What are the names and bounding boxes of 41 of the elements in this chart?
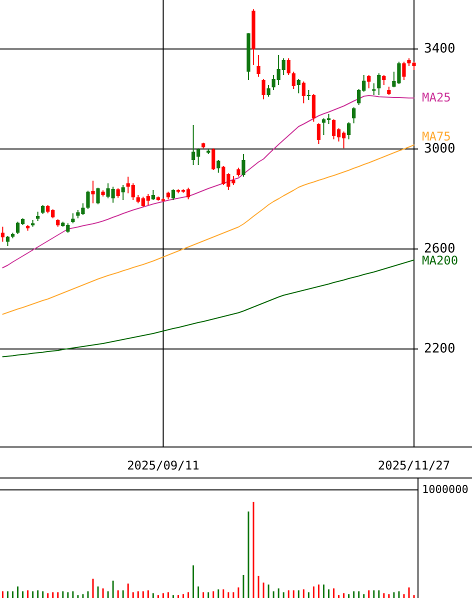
y-tick-label: 3000 bbox=[424, 142, 456, 157]
candlestick bbox=[6, 236, 10, 246]
candlestick bbox=[36, 211, 40, 222]
candlestick bbox=[96, 187, 100, 205]
candlestick bbox=[352, 106, 356, 124]
candlestick bbox=[212, 148, 216, 170]
candlestick bbox=[262, 78, 266, 100]
line-series bbox=[2, 260, 414, 358]
candlestick bbox=[377, 72, 381, 96]
candlestick bbox=[302, 81, 306, 104]
y-tick-label: 3400 bbox=[424, 42, 456, 57]
candlestick bbox=[402, 61, 406, 80]
x-tick-label: 2025/09/11 bbox=[127, 458, 200, 472]
x-tick-label: 2025/11/27 bbox=[378, 458, 450, 472]
candlestick bbox=[316, 122, 320, 144]
candlestick bbox=[242, 154, 246, 178]
y-tick-label: 2200 bbox=[424, 342, 456, 357]
series-label: MA25 bbox=[422, 90, 451, 104]
candlestick bbox=[91, 180, 95, 204]
candlestick bbox=[266, 84, 270, 98]
text: 1000000 bbox=[422, 482, 468, 496]
candlestick bbox=[116, 188, 120, 198]
candlestick bbox=[312, 94, 316, 122]
candlestick bbox=[286, 58, 290, 76]
candlestick bbox=[367, 74, 371, 89]
series-label: MA75 bbox=[422, 129, 451, 144]
candlestick bbox=[346, 122, 351, 140]
line-series bbox=[2, 144, 414, 315]
candlestick bbox=[372, 82, 376, 96]
candlestick bbox=[306, 90, 310, 100]
candlestick bbox=[171, 188, 176, 200]
line-series bbox=[2, 95, 414, 268]
candlestick bbox=[0, 226, 4, 242]
candlestick bbox=[382, 74, 386, 86]
candlestick bbox=[86, 190, 90, 210]
candlestick bbox=[296, 78, 300, 94]
candlestick bbox=[256, 54, 260, 78]
candlestick bbox=[292, 71, 296, 90]
candlestick bbox=[151, 190, 155, 200]
candlestick bbox=[216, 160, 220, 174]
candlestick bbox=[121, 184, 125, 200]
